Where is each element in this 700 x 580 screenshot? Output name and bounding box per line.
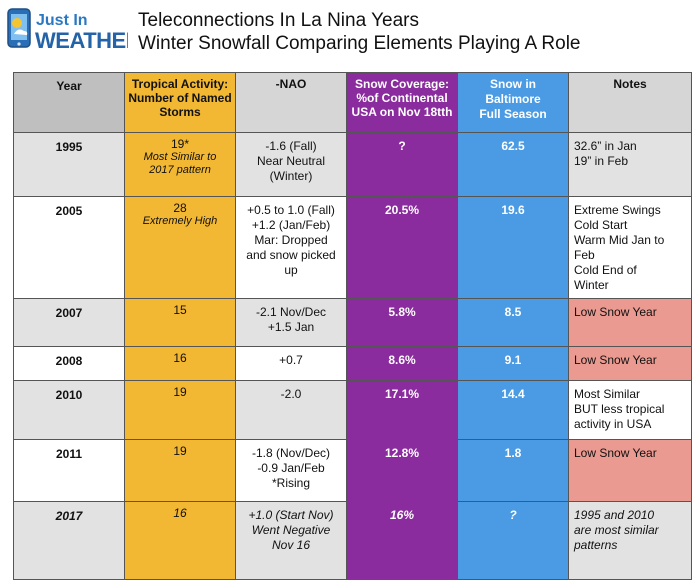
weather-phone-icon: Just In WEATHER xyxy=(7,8,142,53)
table-row: 2010 19 -2.0 17.1% 14.4 Most Similar BUT… xyxy=(13,380,692,440)
tropical-cell: 16 xyxy=(124,346,236,381)
snow-coverage-cell: 20.5% xyxy=(346,196,458,299)
nao-cell: -1.8 (Nov/Dec) -0.9 Jan/Feb *Rising xyxy=(235,439,347,502)
tropical-cell: 19 xyxy=(124,439,236,502)
nao-cell: +0.7 xyxy=(235,346,347,381)
notes-cell: Extreme Swings Cold Start Warm Mid Jan t… xyxy=(568,196,692,299)
tropical-cell: 19* Most Similar to 2017 pattern xyxy=(124,132,236,197)
notes-cell: Low Snow Year xyxy=(568,298,692,347)
page-title: Teleconnections In La Nina Years Winter … xyxy=(138,9,580,55)
table-row: 2008 16 +0.7 8.6% 9.1 Low Snow Year xyxy=(13,346,692,381)
table-header-row: Year Tropical Activity: Number of Named … xyxy=(13,72,692,133)
year-cell: 2011 xyxy=(13,439,125,502)
svg-text:WEATHER: WEATHER xyxy=(35,28,128,53)
notes-cell: Most Similar BUT less tropical activity … xyxy=(568,380,692,440)
snow-coverage-cell: 12.8% xyxy=(346,439,458,502)
header-notes: Notes xyxy=(568,72,692,133)
notes-cell: Low Snow Year xyxy=(568,439,692,502)
header-year: Year xyxy=(13,72,125,133)
tropical-cell: 15 xyxy=(124,298,236,347)
nao-cell: -1.6 (Fall) Near Neutral (Winter) xyxy=(235,132,347,197)
just-in-weather-logo: Just In WEATHER xyxy=(6,6,142,54)
year-cell: 2005 xyxy=(13,196,125,299)
tropical-cell: 28 Extremely High xyxy=(124,196,236,299)
header-nao: -NAO xyxy=(235,72,347,133)
snow-coverage-cell: ? xyxy=(346,132,458,197)
baltimore-snow-cell: 1.8 xyxy=(457,439,569,502)
teleconnections-table: Year Tropical Activity: Number of Named … xyxy=(13,72,692,580)
baltimore-snow-cell: 14.4 xyxy=(457,380,569,440)
title-line-2: Winter Snowfall Comparing Elements Playi… xyxy=(138,33,581,54)
table-row: 2011 19 -1.8 (Nov/Dec) -0.9 Jan/Feb *Ris… xyxy=(13,439,692,502)
year-cell: 2007 xyxy=(13,298,125,347)
header-snow-coverage: Snow Coverage: %of Continental USA on No… xyxy=(346,72,458,133)
notes-cell: 32.6” in Jan 19” in Feb xyxy=(568,132,692,197)
snow-coverage-cell: 17.1% xyxy=(346,380,458,440)
title-line-1: Teleconnections In La Nina Years xyxy=(138,10,419,31)
nao-cell: -2.0 xyxy=(235,380,347,440)
snow-coverage-cell: 8.6% xyxy=(346,346,458,381)
table-row: 1995 19* Most Similar to 2017 pattern -1… xyxy=(13,132,692,197)
snow-coverage-cell: 5.8% xyxy=(346,298,458,347)
nao-cell: +0.5 to 1.0 (Fall) +1.2 (Jan/Feb) Mar: D… xyxy=(235,196,347,299)
year-cell: 1995 xyxy=(13,132,125,197)
nao-cell: -2.1 Nov/Dec +1.5 Jan xyxy=(235,298,347,347)
table-row: 2005 28 Extremely High +0.5 to 1.0 (Fall… xyxy=(13,196,692,299)
year-cell: 2008 xyxy=(13,346,125,381)
notes-cell: Low Snow Year xyxy=(568,346,692,381)
year-cell: 2010 xyxy=(13,380,125,440)
tropical-cell: 19 xyxy=(124,380,236,440)
baltimore-snow-cell: 62.5 xyxy=(457,132,569,197)
svg-text:Just In: Just In xyxy=(36,12,88,29)
baltimore-snow-cell: 8.5 xyxy=(457,298,569,347)
baltimore-snow-cell: 9.1 xyxy=(457,346,569,381)
header-tropical: Tropical Activity: Number of Named Storm… xyxy=(124,72,236,133)
header-baltimore: Snow in Baltimore Full Season xyxy=(457,72,569,133)
table-row: 2007 15 -2.1 Nov/Dec +1.5 Jan 5.8% 8.5 L… xyxy=(13,298,692,347)
baltimore-snow-cell: 19.6 xyxy=(457,196,569,299)
